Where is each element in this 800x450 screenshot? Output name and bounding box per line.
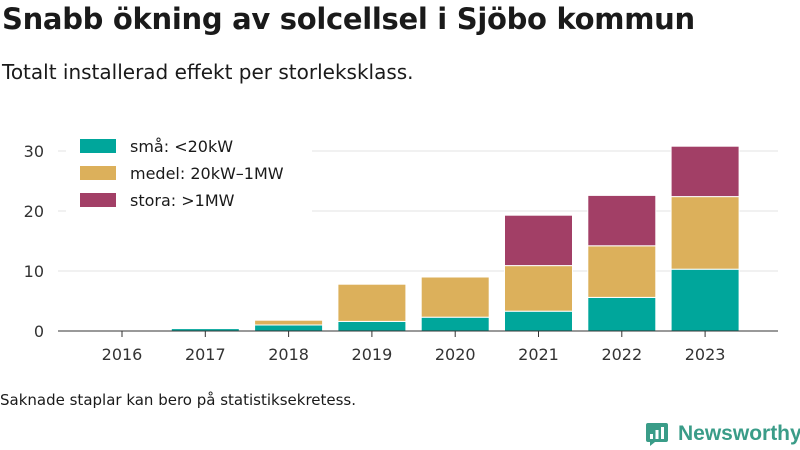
x-tick-label: 2018 [268,345,309,364]
bar-segment [337,320,407,332]
x-tick-label: 2021 [518,345,559,364]
bar-chart: 0 10 20 30 2016 2017 2018 2019 2020 2021 2022 2023… [24,127,778,364]
x-tick-label: 2019 [352,345,393,364]
y-axis-tick-labels: 0 10 20 30 [24,142,44,341]
y-tick-label: 30 [24,142,44,161]
chart-title: Snabb ökning av solcellsel i Sjöbo kommu… [2,2,695,36]
x-tick-label: 2022 [601,345,642,364]
x-tick-label: 2017 [185,345,226,364]
bar-segment [587,245,657,298]
legend-swatch [80,166,116,180]
bar-segment [504,265,573,312]
x-tick-label: 2020 [435,345,476,364]
footnote: Saknade staplar kan bero på statistiksek… [0,391,357,409]
chart-subtitle: Totalt installerad effekt per storlekskl… [2,60,414,84]
legend: små: <20kW medel: 20kW–1MW stora: >1MW [66,127,312,219]
x-tick-label: 2016 [102,345,143,364]
legend-label: stora: >1MW [130,191,235,210]
legend-swatch [80,193,116,207]
bar-segment [254,319,324,326]
bar-segment [420,276,490,318]
bar-segment [420,316,490,332]
bar-segment [504,214,573,267]
y-tick-label: 10 [24,262,44,281]
y-tick-label: 20 [24,202,44,221]
legend-label: medel: 20kW–1MW [130,164,284,183]
bar-segment [670,145,740,198]
x-axis-tick-labels: 2016 2017 2018 2019 2020 2021 2022 2023 [102,331,726,364]
bar-segment [587,194,657,247]
bar-segment [337,283,407,322]
legend-swatch [80,139,116,153]
legend-label: små: <20kW [130,137,233,156]
bar-segment [254,324,324,332]
bars [87,145,740,332]
bar-segment [587,296,657,332]
brand-name: Newsworthy [678,422,800,445]
bar-segment [670,268,740,332]
bar-segment [504,310,573,332]
x-tick-label: 2023 [685,345,726,364]
brand-logo: Newsworthy [644,420,800,448]
bar-chart-logo-icon [646,423,668,446]
bar-segment [670,196,740,270]
y-tick-label: 0 [34,322,44,341]
